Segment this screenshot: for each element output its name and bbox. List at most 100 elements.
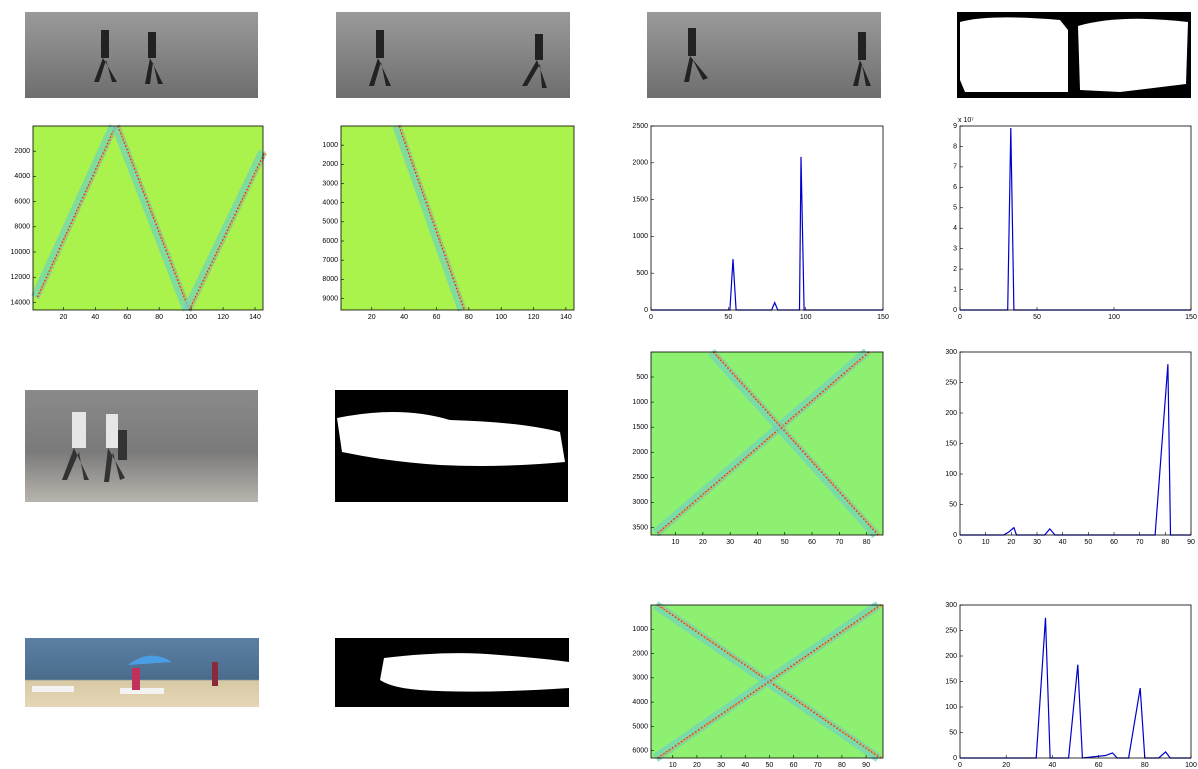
band [398,125,467,311]
y-tick-label: 3000 [632,499,648,506]
y-tick-label: 4000 [632,699,648,706]
x-tick-label: 20 [59,314,67,321]
y-tick-label: 8000 [14,224,30,231]
band [713,350,881,537]
x-tick-label: 20 [699,539,707,546]
x-tick-label: 80 [838,762,846,769]
photo [647,12,881,98]
x-tick-label: 80 [863,539,871,546]
y-tick-label: 250 [945,627,957,634]
x-tick-label: 40 [1059,539,1067,546]
axes-box [32,125,264,311]
y-tick-label: 2500 [632,123,648,130]
y-tick-label: 4 [953,225,957,232]
axes-box [650,351,884,536]
x-tick-label: 50 [1033,314,1041,321]
x-tick-label: 80 [1141,762,1149,769]
x-tick-label: 100 [495,314,507,321]
y-tick-label: 4000 [322,199,338,206]
y-tick-label: 4000 [14,173,30,180]
x-tick-label: 0 [958,314,962,321]
x-tick-label: 50 [1084,539,1092,546]
x-tick-label: 80 [465,314,473,321]
x-tick-label: 150 [877,314,889,321]
y-tick-label: 2000 [632,160,648,167]
x-tick-label: 80 [155,314,163,321]
y-tick-label: 100 [945,471,957,478]
axes-box [959,604,1192,759]
y-tick-label: 6 [953,184,957,191]
y-tick-label: 1500 [632,196,648,203]
y-tick-label: 1000 [632,626,648,633]
y-tick-label: 0 [953,755,957,762]
x-tick-label: 20 [368,314,376,321]
x-tick-label: 50 [766,762,774,769]
x-tick-label: 60 [433,314,441,321]
y-tick-label: 100 [945,704,957,711]
x-tick-label: 50 [724,314,732,321]
x-tick-label: 40 [91,314,99,321]
photo [336,12,570,98]
y-tick-label: 200 [945,410,957,417]
y-tick-label: 2000 [632,650,648,657]
x-tick-label: 10 [672,539,680,546]
y-tick-label: 7 [953,164,957,171]
y-tick-label: 5 [953,205,957,212]
band [31,124,118,299]
band [707,348,880,539]
y-tick-label: 5000 [632,723,648,730]
y-tick-label: 9 [953,123,957,130]
heatmap-chart: 20 40 60 80 100 120 140 1000 2000 3000 4000 5000 600… [322,124,575,321]
band [392,124,467,312]
x-tick-label: 140 [560,314,572,321]
y-tick-label: 50 [949,501,957,508]
y-tick-label: 1000 [632,399,648,406]
data-line [960,617,1191,759]
mask [957,12,1191,98]
x-tick-label: 20 [1007,539,1015,546]
y-tick-label: 1000 [322,142,338,149]
data-line [651,156,883,311]
y-tick-label: 150 [945,440,957,447]
x-tick-label: 100 [800,314,812,321]
heatmap-chart: 10 20 30 40 50 60 70 80 90 1000 2000 3000 4000 5000 60… [632,601,884,769]
x-tick-label: 40 [741,762,749,769]
band [188,151,268,311]
x-tick-label: 90 [862,762,870,769]
y-tick-label: 500 [636,270,648,277]
heatmap-chart: 20 40 60 80 100 120 140 2000 4000 6000 8000 10000 12… [11,124,268,321]
y-tick-label: 150 [945,678,957,685]
band [36,125,118,298]
line-chart: 0 20 40 60 80 100 0 50 100 150 200 250 300 [945,602,1197,769]
y-tick-label: 6000 [322,238,338,245]
x-tick-label: 10 [669,762,677,769]
y-tick-label: 2000 [632,449,648,456]
y-tick-label: 8 [953,143,957,150]
y-tick-label: 2 [953,266,957,273]
axis-multiplier: x 10⁷ [958,117,974,124]
x-tick-label: 100 [1108,314,1120,321]
y-tick-label: 0 [953,532,957,539]
band [111,124,192,312]
band [653,601,881,762]
axes-box [650,604,884,759]
data-line [960,364,1191,536]
y-tick-label: 3 [953,246,957,253]
y-tick-label: 50 [949,729,957,736]
y-tick-label: 200 [945,653,957,660]
photo [25,12,258,98]
y-tick-label: 2000 [14,148,30,155]
band [183,149,268,312]
axes-box [340,125,575,311]
x-tick-label: 30 [717,762,725,769]
band [398,125,465,311]
y-tick-label: 300 [945,602,957,609]
x-tick-label: 70 [814,762,822,769]
axes-box [959,125,1192,311]
x-tick-label: 140 [249,314,261,321]
band [188,151,266,311]
x-tick-label: 100 [185,314,197,321]
y-tick-label: 10000 [11,249,31,256]
